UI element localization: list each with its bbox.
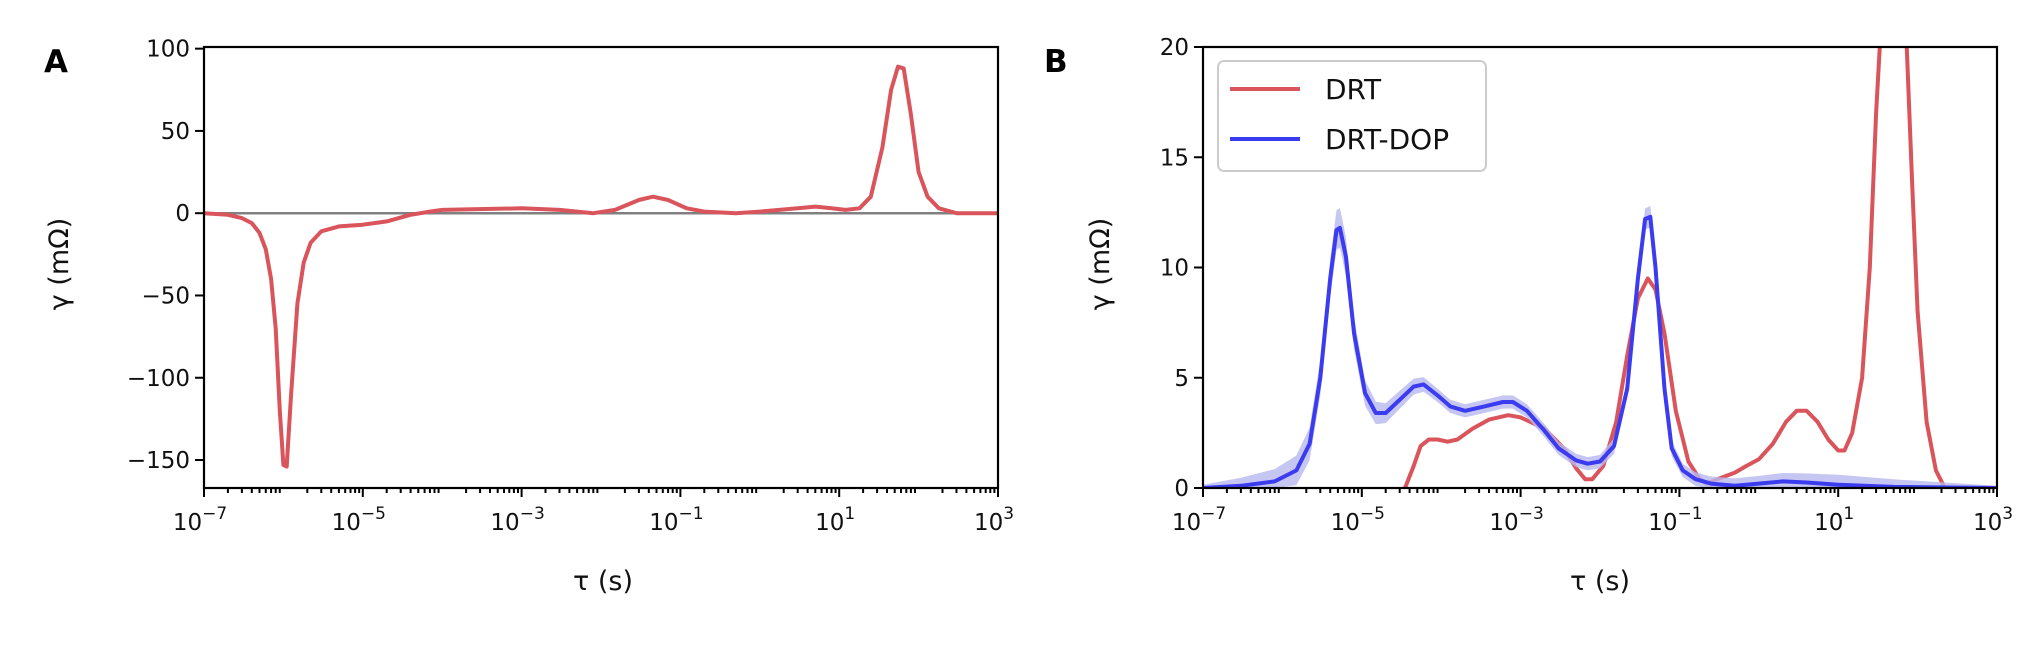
panel-b-x-axis-label: τ (s) [1570, 566, 1630, 597]
panel-b-x-tick-label: 103 [1973, 504, 2013, 536]
panel-b-x-tick-label: 10−1 [1648, 504, 1702, 536]
panel-b-y-tick-label: 5 [1174, 366, 1189, 392]
panel-b-x-tick-label: 101 [1814, 504, 1854, 536]
panel-b-x-tick-label: 10−7 [1172, 504, 1226, 536]
panel-b-y-axis-label: γ (mΩ) [1085, 218, 1116, 311]
panel-a-label: A [44, 44, 68, 80]
panel-a-y-tick-label: 100 [146, 37, 190, 63]
panel-b-plot-area: 10−7 10−5 10−3 10−1 101 103 0 5 10 15 20 [1160, 35, 2013, 536]
panel-a-axes-frame [202, 45, 1000, 490]
panel-b-y-tick-label: 15 [1160, 145, 1189, 171]
legend-label-drt-dop: DRT-DOP [1325, 123, 1449, 156]
panel-a-x-tick-label: 10−5 [332, 504, 386, 536]
panel-a-series-0-line [204, 64, 998, 469]
panel-a-x-tick-label: 101 [815, 504, 855, 536]
panel-a: A 10−7 10−5 10−3 10−1 101 103 100 50 0 −50 −100 −15… [44, 37, 1014, 597]
panel-a-series-group [204, 64, 998, 469]
panel-b-x-tick-label: 10−3 [1489, 504, 1543, 536]
panel-a-y-axis-label: γ (mΩ) [44, 218, 75, 311]
panel-b-y-tick-label: 0 [1174, 476, 1189, 502]
panel-a-x-tick-label: 10−1 [649, 504, 703, 536]
panel-a-x-tick-label: 103 [974, 504, 1014, 536]
panel-a-plot-area: 10−7 10−5 10−3 10−1 101 103 100 50 0 −50 −100 −150 [127, 37, 1014, 536]
panel-a-y-tick-label: 0 [175, 201, 190, 227]
panel-b-y-tick-label: 20 [1160, 35, 1189, 61]
panel-a-y-tick-label: 50 [161, 119, 190, 145]
panel-b: B 10−7 10−5 10−3 10−1 101 103 0 5 10 15 20 τ (s) γ… [1044, 35, 2013, 597]
panel-b-series-drt-dop-line [1203, 214, 1997, 488]
panel-b-x-tick-label: 10−5 [1331, 504, 1385, 536]
panel-a-y-tick-label: −100 [127, 366, 190, 392]
panel-a-x-tick-label: 10−3 [490, 504, 544, 536]
legend-label-drt: DRT [1325, 73, 1382, 106]
panel-b-label: B [1044, 44, 1068, 80]
panel-b-y-tick-label: 10 [1160, 256, 1189, 282]
panel-a-y-tick-label: −50 [141, 283, 190, 309]
panel-a-y-tick-label: −150 [127, 448, 190, 474]
panel-a-x-axis-label: τ (s) [573, 566, 633, 597]
panel-b-series-drt-line-part-2 [1904, 47, 1947, 488]
panel-b-series-group [1203, 47, 1997, 488]
panel-b-legend: DRT DRT-DOP [1217, 60, 1487, 172]
panel-a-x-tick-label: 10−7 [173, 504, 227, 536]
